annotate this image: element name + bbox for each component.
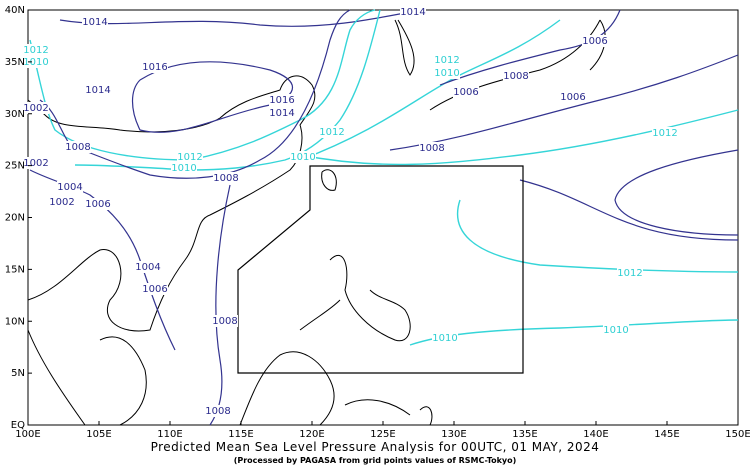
isobar-label-bg	[85, 84, 111, 96]
isobar-label: 1006	[142, 284, 167, 295]
isobar-label-bg	[49, 196, 75, 208]
isobar-label: 1006	[582, 36, 607, 47]
isobar-label: 1008	[419, 143, 444, 154]
lat-label: 30N	[5, 109, 25, 120]
lat-label: 35N	[5, 57, 25, 68]
lon-label: 140E	[583, 429, 608, 440]
isobar-label: 1008	[213, 173, 238, 184]
map-title: Predicted Mean Sea Level Pressure Analys…	[151, 440, 600, 454]
isobar-label: 1008	[205, 406, 230, 417]
lat-label: EQ	[11, 420, 25, 431]
isobar-label-bg	[171, 162, 197, 174]
isobar-label: 1006	[85, 199, 110, 210]
lat-label: 10N	[5, 316, 25, 327]
isobar-label-bg	[269, 107, 295, 119]
lon-label: 130E	[441, 429, 466, 440]
lat-label: 20N	[5, 213, 25, 224]
isobar-label: 1010	[290, 152, 315, 163]
isobar-label-bg	[23, 44, 49, 56]
isobar-label-bg	[135, 261, 161, 273]
isobar-label: 1010	[432, 333, 457, 344]
isobar-label: 1012	[617, 268, 642, 279]
isobar-label: 1014	[82, 17, 107, 28]
lat-label: 25N	[5, 161, 25, 172]
isobar-label: 1012	[177, 152, 202, 163]
isobar-label-bg	[213, 172, 239, 184]
lon-label: 125E	[370, 429, 395, 440]
isobar-label-bg	[142, 283, 168, 295]
isobar-label: 1016	[142, 62, 167, 73]
isobar-label-bg	[434, 54, 460, 66]
map-frame	[27, 9, 739, 426]
map-subtitle: (Processed by PAGASA from grid points va…	[234, 456, 517, 465]
isobar-label: 1004	[57, 182, 82, 193]
isobar-label-bg	[432, 332, 458, 344]
isobar-label: 1012	[23, 45, 48, 56]
coastlines	[27, 19, 606, 426]
isobar-label: 1012	[434, 55, 459, 66]
isobar-label: 1012	[319, 127, 344, 138]
lon-label: 105E	[86, 429, 111, 440]
isobar-label-bg	[419, 142, 445, 154]
isobar-label-bg	[177, 151, 203, 163]
lon-label: 120E	[299, 429, 324, 440]
isobar-labels: 1014101610141012101010021008100210041002…	[23, 6, 678, 417]
isobar-label-bg	[212, 315, 238, 327]
isobar-label: 1010	[171, 163, 196, 174]
isobar-label-bg	[269, 94, 295, 106]
isobar-label: 1014	[269, 108, 294, 119]
par-boundary	[237, 165, 524, 374]
lon-label: 100E	[15, 429, 40, 440]
isobar-label-bg	[560, 91, 586, 103]
isobar-label: 1016	[269, 95, 294, 106]
isobar-label: 1002	[23, 158, 48, 169]
isobar-label-bg	[23, 102, 49, 114]
isobar-label-bg	[434, 67, 460, 79]
lon-label: 115E	[228, 429, 253, 440]
isobar-label-bg	[617, 267, 643, 279]
isobar-label-bg	[603, 324, 629, 336]
isobar-label: 1008	[65, 142, 90, 153]
lon-label: 150E	[725, 429, 750, 440]
isobar-label-bg	[652, 127, 678, 139]
isobar-label-bg	[503, 70, 529, 82]
isobar-label: 1014	[85, 85, 110, 96]
lon-label: 135E	[512, 429, 537, 440]
isobars	[29, 9, 739, 426]
lat-label: 5N	[11, 368, 25, 379]
isobar-label: 1008	[212, 316, 237, 327]
isobar-label-bg	[290, 151, 316, 163]
isobar-label: 1002	[23, 103, 48, 114]
isobar-label: 1008	[503, 71, 528, 82]
isobar-label: 1004	[135, 262, 160, 273]
isobar-label-bg	[57, 181, 83, 193]
isobar-label-bg	[400, 6, 426, 18]
isobar-label-bg	[319, 126, 345, 138]
isobar-label-bg	[582, 35, 608, 47]
isobar-label: 1006	[560, 92, 585, 103]
isobar-label-bg	[65, 141, 91, 153]
isobar-label: 1006	[453, 87, 478, 98]
lat-label: 15N	[5, 264, 25, 275]
isobar-label: 1010	[603, 325, 628, 336]
isobar-label: 1010	[434, 68, 459, 79]
isobar-label-bg	[23, 56, 49, 68]
lon-label: 110E	[157, 429, 182, 440]
isobar-label-bg	[453, 86, 479, 98]
isobar-label-bg	[82, 16, 108, 28]
lat-label: 40N	[5, 5, 25, 16]
isobar-label: 1012	[652, 128, 677, 139]
lon-label: 145E	[654, 429, 679, 440]
isobar-label-bg	[205, 405, 231, 417]
axis-labels: 100E 105E 110E 115E 120E 125E 130E 135E 140E 145E…	[5, 5, 750, 440]
isobar-label: 1010	[23, 57, 48, 68]
isobar-label-bg	[85, 198, 111, 210]
isobar-label-bg	[142, 61, 168, 73]
isobar-label: 1014	[400, 7, 425, 18]
isobar-label: 1002	[49, 197, 74, 208]
